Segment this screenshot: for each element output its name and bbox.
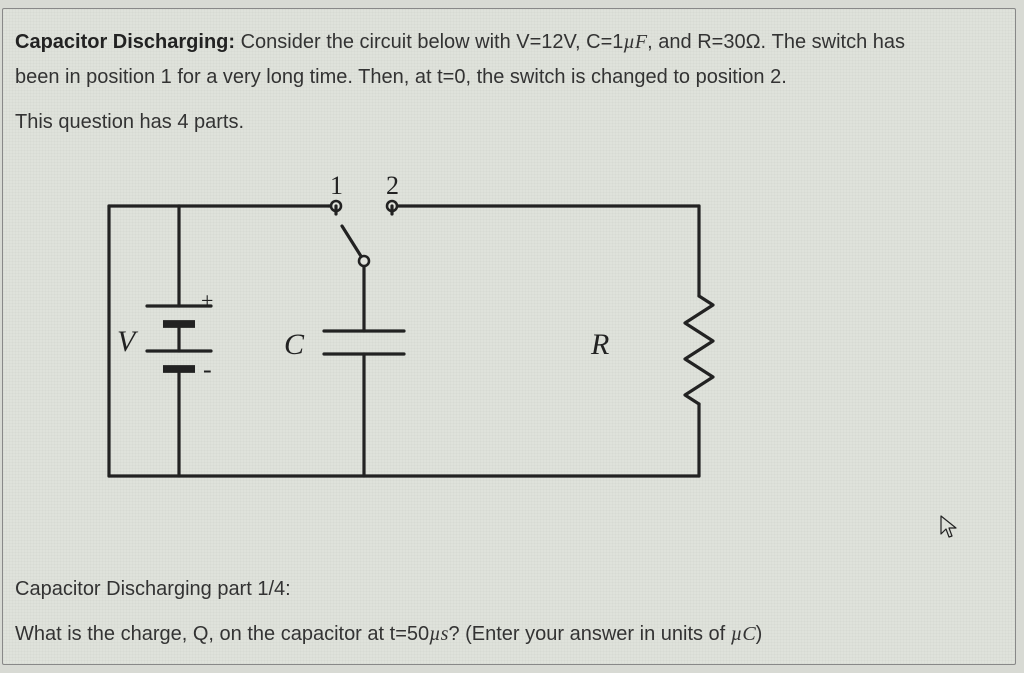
- svg-text:2: 2: [386, 171, 399, 200]
- problem-title: Capacitor Discharging:: [15, 31, 235, 53]
- unit-microsecond: µs: [429, 623, 448, 645]
- svg-text:+: +: [201, 288, 213, 313]
- problem-statement-line-2: been in position 1 for a very long time.…: [15, 62, 1001, 93]
- svg-text:-: -: [203, 355, 212, 384]
- text-seg-1a: Consider the circuit below with V=12V, C…: [235, 31, 623, 53]
- part-question: What is the charge, Q, on the capacitor …: [15, 619, 1001, 650]
- q-text-a: What is the charge, Q, on the capacitor …: [15, 623, 429, 645]
- unit-microfarad: µF: [623, 31, 647, 53]
- question-part-block: Capacitor Discharging part 1/4: What is …: [15, 574, 1001, 650]
- circuit-diagram: V + - C 1 2 R: [59, 166, 1001, 496]
- svg-text:C: C: [284, 328, 305, 361]
- svg-text:R: R: [590, 328, 609, 361]
- q-text-c: ): [756, 623, 763, 645]
- unit-microcoulomb: µC: [731, 623, 756, 645]
- problem-statement-line-3: This question has 4 parts.: [15, 107, 1001, 138]
- text-seg-1b: , and R=30Ω. The switch has: [647, 31, 905, 53]
- svg-text:V: V: [117, 325, 139, 358]
- question-panel: Capacitor Discharging: Consider the circ…: [2, 8, 1016, 665]
- svg-text:1: 1: [330, 171, 343, 200]
- q-text-b: ? (Enter your answer in units of: [448, 623, 730, 645]
- part-heading: Capacitor Discharging part 1/4:: [15, 574, 1001, 605]
- mouse-cursor-icon: [939, 514, 959, 546]
- problem-statement-line-1: Capacitor Discharging: Consider the circ…: [15, 27, 1001, 58]
